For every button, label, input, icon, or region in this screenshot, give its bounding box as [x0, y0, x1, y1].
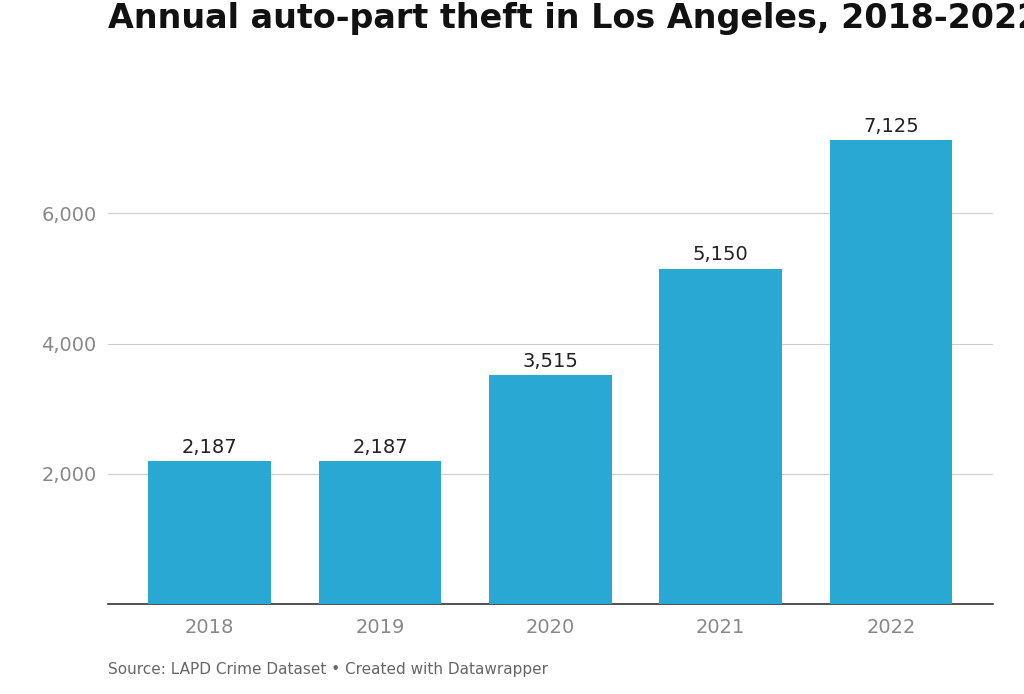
Bar — [318, 462, 441, 604]
Bar — [148, 462, 271, 604]
Bar — [829, 140, 952, 604]
Bar — [659, 269, 782, 604]
Text: Annual auto-part theft in Los Angeles, 2018-2022: Annual auto-part theft in Los Angeles, 2… — [108, 1, 1024, 35]
Text: 7,125: 7,125 — [863, 117, 919, 135]
Text: 5,150: 5,150 — [693, 245, 749, 264]
Text: 3,515: 3,515 — [522, 352, 579, 371]
Text: 2,187: 2,187 — [182, 438, 238, 457]
Text: Source: LAPD Crime Dataset • Created with Datawrapper: Source: LAPD Crime Dataset • Created wit… — [108, 661, 548, 677]
Bar — [489, 375, 611, 604]
Text: 2,187: 2,187 — [352, 438, 408, 457]
